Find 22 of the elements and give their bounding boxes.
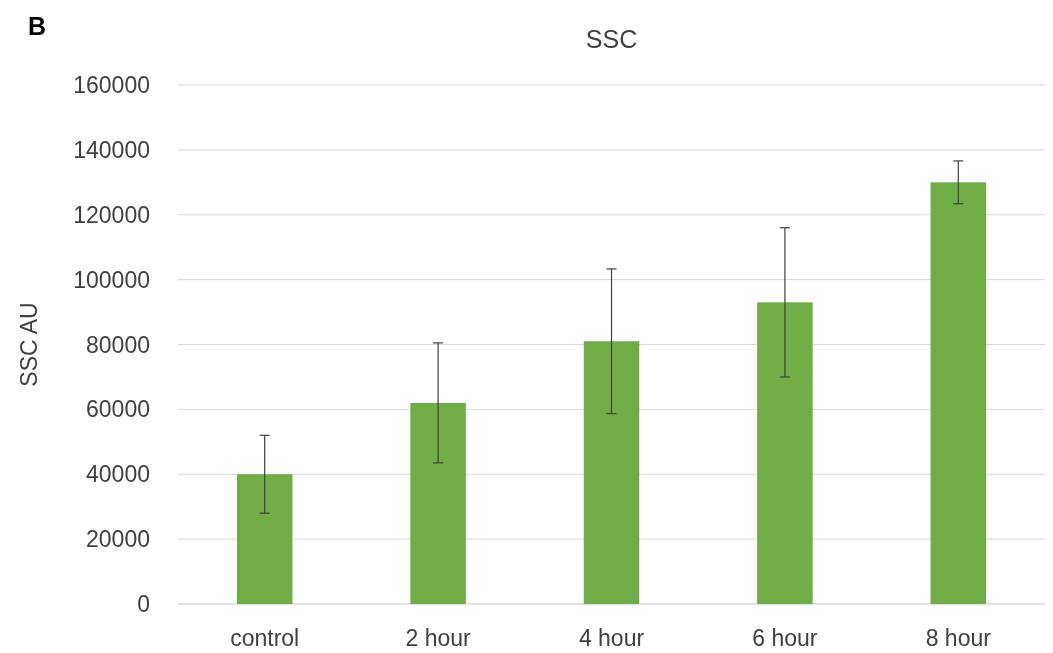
y-tick-label: 100000	[73, 266, 150, 293]
x-tick-label: 8 hour	[925, 625, 992, 651]
chart-title: SSC	[585, 25, 638, 53]
y-tick-label: 160000	[73, 72, 150, 99]
bar	[236, 474, 293, 604]
y-axis-title: SSC AU	[16, 302, 42, 387]
y-tick-label: 60000	[86, 396, 150, 423]
x-tick-label: 6 hour	[752, 625, 818, 651]
x-tick-label: control	[230, 625, 300, 651]
y-tick-label: 40000	[86, 461, 150, 488]
bar	[410, 402, 466, 604]
y-tick-label: 120000	[73, 201, 150, 228]
y-tick-label: 80000	[86, 331, 150, 358]
y-tick-label: 140000	[73, 136, 150, 163]
x-tick-label: 2 hour	[405, 625, 472, 651]
text: B	[28, 12, 47, 40]
bar	[583, 341, 640, 604]
x-tick-label: 4 hour	[578, 625, 645, 651]
bar	[930, 182, 987, 604]
bar	[757, 302, 813, 604]
y-tick-label: 20000	[86, 526, 150, 553]
y-tick-label: 0	[137, 591, 150, 618]
